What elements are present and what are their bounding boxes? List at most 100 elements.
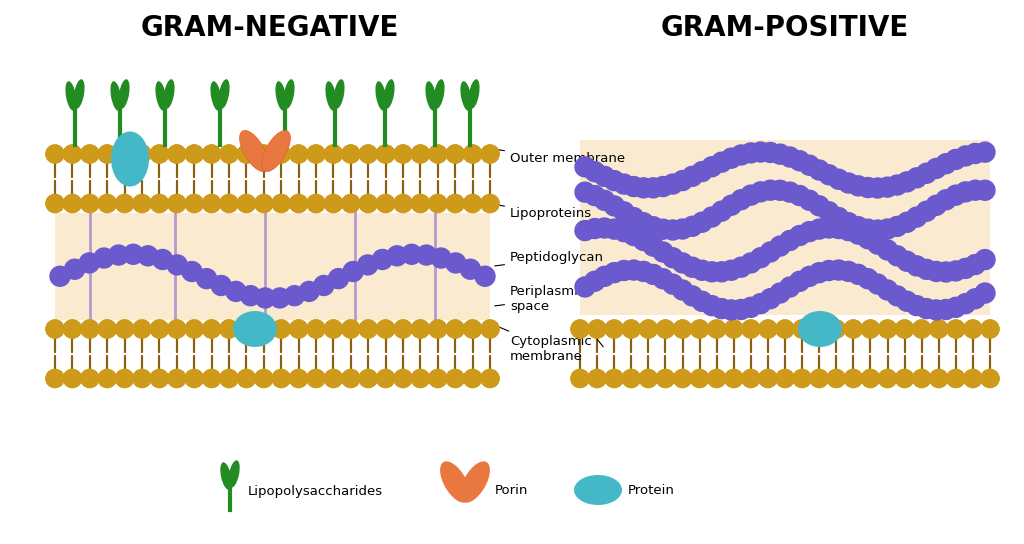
Circle shape [964,320,982,338]
Circle shape [394,145,412,163]
Circle shape [930,320,948,338]
Circle shape [481,320,499,338]
Circle shape [359,320,377,338]
Circle shape [776,320,794,338]
Circle shape [701,262,722,282]
Circle shape [740,143,761,163]
Circle shape [238,195,255,213]
Circle shape [828,260,849,280]
Circle shape [770,144,791,164]
Circle shape [329,269,348,289]
Circle shape [238,369,255,387]
Circle shape [981,369,999,387]
Circle shape [272,320,290,338]
Circle shape [46,195,63,213]
Circle shape [359,320,377,338]
Circle shape [861,369,880,387]
Circle shape [377,145,394,163]
Circle shape [810,320,828,338]
Circle shape [585,271,605,291]
Circle shape [307,145,325,163]
Circle shape [394,195,412,213]
Circle shape [373,250,392,269]
Circle shape [708,320,726,338]
Circle shape [575,221,595,240]
Circle shape [46,320,63,338]
Circle shape [927,262,946,281]
Circle shape [81,369,98,387]
Circle shape [446,369,464,387]
Circle shape [595,267,614,286]
Circle shape [927,158,946,178]
Circle shape [673,219,692,239]
Circle shape [634,231,653,250]
Circle shape [721,148,741,168]
Circle shape [255,369,272,387]
Circle shape [464,320,481,338]
Ellipse shape [164,79,174,109]
Circle shape [930,369,948,387]
Circle shape [605,320,624,338]
Circle shape [185,195,203,213]
Circle shape [185,195,203,213]
Circle shape [464,145,481,163]
Circle shape [290,369,307,387]
Circle shape [604,263,625,283]
Circle shape [481,145,499,163]
Circle shape [740,253,761,273]
Circle shape [981,369,999,387]
Circle shape [588,369,606,387]
Circle shape [927,195,946,215]
Circle shape [377,369,394,387]
Circle shape [947,369,965,387]
Circle shape [946,150,966,170]
Circle shape [185,320,203,338]
Circle shape [701,157,722,177]
Circle shape [81,320,98,338]
Ellipse shape [376,81,387,111]
Circle shape [46,145,63,163]
Circle shape [673,253,692,273]
Circle shape [936,262,956,282]
Circle shape [63,369,81,387]
Ellipse shape [66,81,77,111]
Circle shape [867,178,888,198]
Circle shape [63,195,81,213]
Circle shape [614,202,634,222]
Circle shape [116,369,133,387]
Circle shape [936,300,956,319]
Circle shape [464,145,481,163]
Circle shape [464,369,481,387]
Circle shape [429,369,446,387]
Circle shape [116,195,133,213]
Circle shape [431,248,451,268]
Circle shape [623,320,640,338]
Circle shape [299,281,319,301]
Circle shape [168,195,185,213]
Circle shape [290,369,307,387]
Circle shape [725,369,742,387]
Circle shape [780,231,800,250]
Circle shape [377,195,394,213]
Circle shape [708,369,726,387]
Circle shape [238,145,255,163]
Circle shape [81,195,98,213]
Circle shape [343,262,364,282]
Circle shape [387,246,408,266]
Circle shape [98,145,116,163]
Circle shape [151,195,168,213]
Circle shape [429,320,446,338]
Circle shape [741,369,760,387]
Circle shape [643,264,664,285]
Circle shape [845,369,862,387]
Ellipse shape [383,79,394,109]
Circle shape [848,224,868,244]
Circle shape [220,145,238,163]
Circle shape [290,145,307,163]
Ellipse shape [468,79,479,109]
Circle shape [946,261,966,281]
Circle shape [98,369,116,387]
Circle shape [604,196,625,216]
Circle shape [708,320,726,338]
Circle shape [98,195,116,213]
